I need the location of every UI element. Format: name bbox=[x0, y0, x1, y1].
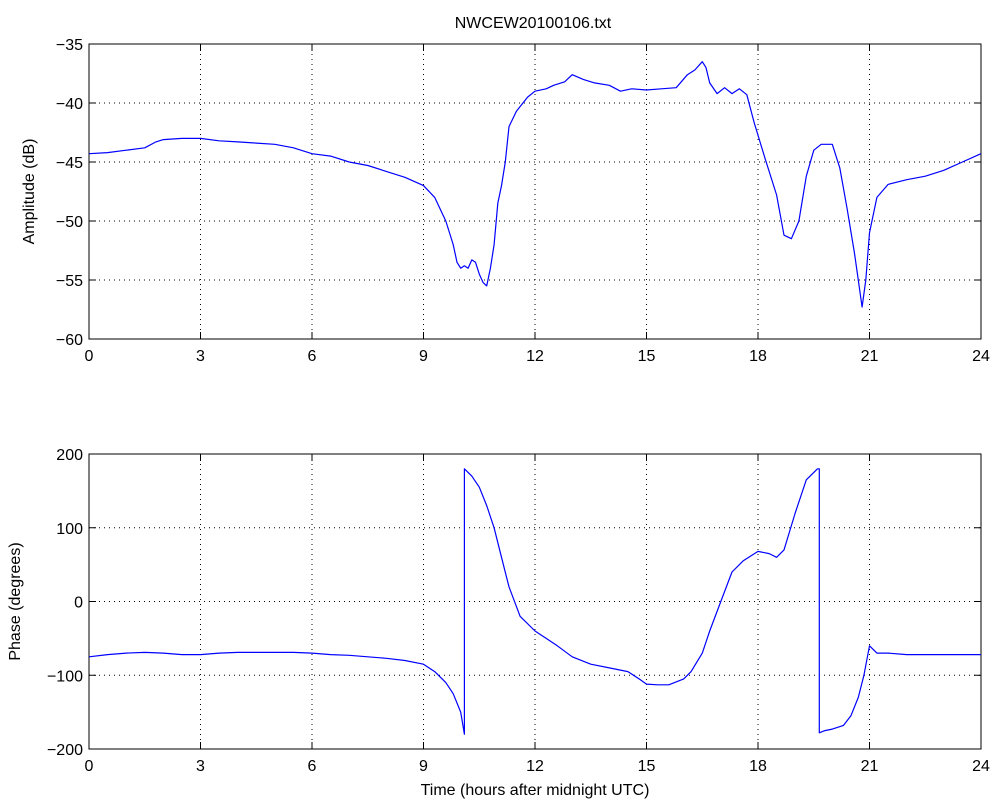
phase-x-tick-label: 6 bbox=[308, 758, 317, 775]
amplitude-x-tick-label: 15 bbox=[638, 348, 656, 365]
amplitude-x-tick-label: 9 bbox=[419, 348, 428, 365]
amplitude-x-tick-label: 3 bbox=[196, 348, 205, 365]
amplitude-y-tick-label: −55 bbox=[56, 273, 83, 290]
phase-x-tick-label: 3 bbox=[196, 758, 205, 775]
amplitude-y-tick-label: −35 bbox=[56, 37, 83, 54]
phase-x-tick-label: 0 bbox=[85, 758, 94, 775]
amplitude-x-tick-label: 24 bbox=[972, 348, 990, 365]
phase-x-tick-label: 12 bbox=[526, 758, 544, 775]
amplitude-x-tick-label: 18 bbox=[749, 348, 767, 365]
phase-x-tick-label: 15 bbox=[638, 758, 656, 775]
amplitude-x-tick-label: 0 bbox=[85, 348, 94, 365]
phase-y-tick-label: −100 bbox=[47, 668, 83, 685]
phase-x-tick-label: 21 bbox=[861, 758, 879, 775]
phase-y-axis-label: Phase (degrees) bbox=[7, 542, 24, 660]
amplitude-plot: 0 3 6 9 12 15 18 21 24 −60 −55 −50 −45 −40 −35 Amplitud… bbox=[21, 37, 990, 365]
amplitude-x-tick-label: 21 bbox=[861, 348, 879, 365]
amplitude-y-tick-label: −50 bbox=[56, 214, 83, 231]
amplitude-y-tick-label: −40 bbox=[56, 96, 83, 113]
phase-x-tick-label: 18 bbox=[749, 758, 767, 775]
phase-plot: 0 3 6 9 12 15 18 21 24 −200 −100 0 100 200 Phase (degr… bbox=[7, 447, 990, 799]
amplitude-y-axis-label: Amplitude (dB) bbox=[21, 139, 38, 245]
phase-x-tick-label: 9 bbox=[419, 758, 428, 775]
phase-x-tick-label: 24 bbox=[972, 758, 990, 775]
amplitude-x-tick-label: 6 bbox=[308, 348, 317, 365]
phase-y-tick-label: 100 bbox=[56, 521, 83, 538]
phase-y-tick-label: −200 bbox=[47, 742, 83, 759]
figure-title: NWCEW20100106.txt bbox=[455, 15, 612, 32]
phase-x-axis-label: Time (hours after midnight UTC) bbox=[421, 782, 650, 799]
phase-series-line bbox=[88, 468, 981, 735]
phase-y-tick-label: 0 bbox=[74, 595, 83, 612]
amplitude-y-tick-label: −60 bbox=[56, 332, 83, 349]
amplitude-y-tick-label: −45 bbox=[56, 155, 83, 172]
amplitude-x-tick-label: 12 bbox=[526, 348, 544, 365]
phase-y-tick-label: 200 bbox=[56, 447, 83, 464]
amplitude-series-line bbox=[88, 61, 982, 308]
